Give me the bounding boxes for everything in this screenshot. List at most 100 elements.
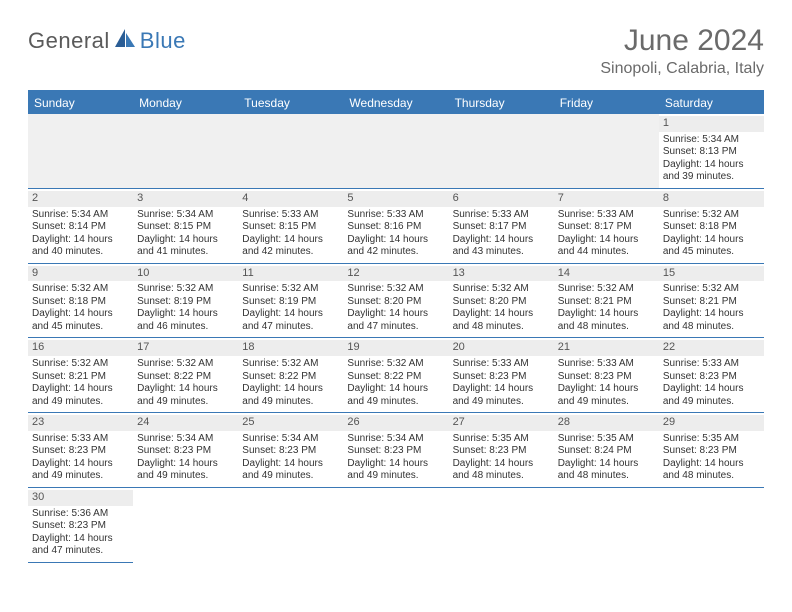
- trailing-blank-cell: [659, 488, 764, 563]
- sunrise-line: Sunrise: 5:32 AM: [242, 283, 339, 296]
- day-number: 12: [343, 266, 448, 282]
- dow-sunday: Sunday: [28, 92, 133, 114]
- sunrise-line: Sunrise: 5:35 AM: [453, 433, 550, 446]
- day-number: 4: [238, 191, 343, 207]
- day-cell: 10Sunrise: 5:32 AMSunset: 8:19 PMDayligh…: [133, 264, 238, 339]
- sunrise-line: Sunrise: 5:32 AM: [453, 283, 550, 296]
- sunrise-line: Sunrise: 5:34 AM: [242, 433, 339, 446]
- sunrise-line: Sunrise: 5:32 AM: [32, 358, 129, 371]
- sunrise-line: Sunrise: 5:36 AM: [32, 508, 129, 521]
- sunrise-line: Sunrise: 5:32 AM: [32, 283, 129, 296]
- sunset-line: Sunset: 8:19 PM: [242, 296, 339, 309]
- sunrise-line: Sunrise: 5:33 AM: [663, 358, 760, 371]
- sunset-line: Sunset: 8:13 PM: [663, 146, 760, 159]
- sunset-line: Sunset: 8:23 PM: [347, 445, 444, 458]
- sunrise-line: Sunrise: 5:33 AM: [347, 209, 444, 222]
- location: Sinopoli, Calabria, Italy: [600, 60, 764, 78]
- sunset-line: Sunset: 8:15 PM: [242, 221, 339, 234]
- day-cell: 22Sunrise: 5:33 AMSunset: 8:23 PMDayligh…: [659, 338, 764, 413]
- sunrise-line: Sunrise: 5:32 AM: [137, 283, 234, 296]
- daylight-line: Daylight: 14 hours and 49 minutes.: [137, 458, 234, 483]
- calendar-grid: 1Sunrise: 5:34 AMSunset: 8:13 PMDaylight…: [28, 114, 764, 563]
- day-number: 19: [343, 340, 448, 356]
- daylight-line: Daylight: 14 hours and 48 minutes.: [663, 308, 760, 333]
- day-cell: 20Sunrise: 5:33 AMSunset: 8:23 PMDayligh…: [449, 338, 554, 413]
- sunrise-line: Sunrise: 5:35 AM: [663, 433, 760, 446]
- daylight-line: Daylight: 14 hours and 49 minutes.: [347, 383, 444, 408]
- sunrise-line: Sunrise: 5:33 AM: [32, 433, 129, 446]
- sunset-line: Sunset: 8:23 PM: [453, 445, 550, 458]
- brand-sail-icon: [114, 29, 136, 54]
- daylight-line: Daylight: 14 hours and 40 minutes.: [32, 234, 129, 259]
- sunrise-line: Sunrise: 5:32 AM: [347, 283, 444, 296]
- day-cell: 5Sunrise: 5:33 AMSunset: 8:16 PMDaylight…: [343, 189, 448, 264]
- day-cell: 16Sunrise: 5:32 AMSunset: 8:21 PMDayligh…: [28, 338, 133, 413]
- header: General Blue June 2024 Sinopoli, Calabri…: [28, 24, 764, 78]
- sunset-line: Sunset: 8:21 PM: [558, 296, 655, 309]
- trailing-blank-cell: [238, 488, 343, 563]
- day-number: 26: [343, 415, 448, 431]
- sunrise-line: Sunrise: 5:32 AM: [663, 283, 760, 296]
- sunrise-line: Sunrise: 5:33 AM: [453, 358, 550, 371]
- sunset-line: Sunset: 8:23 PM: [32, 520, 129, 533]
- day-number: 25: [238, 415, 343, 431]
- day-number: 24: [133, 415, 238, 431]
- daylight-line: Daylight: 14 hours and 49 minutes.: [242, 383, 339, 408]
- day-number: 13: [449, 266, 554, 282]
- day-cell: 9Sunrise: 5:32 AMSunset: 8:18 PMDaylight…: [28, 264, 133, 339]
- daylight-line: Daylight: 14 hours and 49 minutes.: [453, 383, 550, 408]
- daylight-line: Daylight: 14 hours and 47 minutes.: [32, 533, 129, 558]
- daylight-line: Daylight: 14 hours and 48 minutes.: [558, 308, 655, 333]
- sunset-line: Sunset: 8:23 PM: [453, 371, 550, 384]
- brand-word-2: Blue: [140, 28, 186, 54]
- sunset-line: Sunset: 8:19 PM: [137, 296, 234, 309]
- sunrise-line: Sunrise: 5:33 AM: [558, 358, 655, 371]
- title-block: June 2024 Sinopoli, Calabria, Italy: [600, 24, 764, 78]
- sunset-line: Sunset: 8:22 PM: [347, 371, 444, 384]
- sunset-line: Sunset: 8:22 PM: [137, 371, 234, 384]
- sunrise-line: Sunrise: 5:32 AM: [242, 358, 339, 371]
- daylight-line: Daylight: 14 hours and 48 minutes.: [453, 308, 550, 333]
- blank-cell: [238, 114, 343, 189]
- day-number: 11: [238, 266, 343, 282]
- day-cell: 30 Sunrise: 5:36 AMSunset: 8:23 PMDayligh…: [28, 488, 133, 563]
- daylight-line: Daylight: 14 hours and 49 minutes.: [32, 383, 129, 408]
- daylight-line: Daylight: 14 hours and 42 minutes.: [347, 234, 444, 259]
- sunrise-line: Sunrise: 5:32 AM: [558, 283, 655, 296]
- sunset-line: Sunset: 8:14 PM: [32, 221, 129, 234]
- dow-friday: Friday: [554, 92, 659, 114]
- day-number: 29: [659, 415, 764, 431]
- sunset-line: Sunset: 8:16 PM: [347, 221, 444, 234]
- day-cell: 6Sunrise: 5:33 AMSunset: 8:17 PMDaylight…: [449, 189, 554, 264]
- day-cell: 19 Sunrise: 5:32 AMSunset: 8:22 PMDayligh…: [343, 338, 448, 413]
- day-number: 28: [554, 415, 659, 431]
- dow-saturday: Saturday: [659, 92, 764, 114]
- sunset-line: Sunset: 8:18 PM: [663, 221, 760, 234]
- day-number: 7: [554, 191, 659, 207]
- trailing-blank-cell: [449, 488, 554, 563]
- day-cell: 15Sunrise: 5:32 AMSunset: 8:21 PMDayligh…: [659, 264, 764, 339]
- brand-word-1: General: [28, 28, 110, 54]
- day-number: 9: [28, 266, 133, 282]
- day-number: 14: [554, 266, 659, 282]
- day-cell: 26Sunrise: 5:34 AMSunset: 8:23 PMDayligh…: [343, 413, 448, 488]
- day-cell: 7Sunrise: 5:33 AMSunset: 8:17 PMDaylight…: [554, 189, 659, 264]
- trailing-blank-cell: [554, 488, 659, 563]
- dow-wednesday: Wednesday: [343, 92, 448, 114]
- daylight-line: Daylight: 14 hours and 49 minutes.: [32, 458, 129, 483]
- sunrise-line: Sunrise: 5:32 AM: [347, 358, 444, 371]
- daylight-line: Daylight: 14 hours and 49 minutes.: [558, 383, 655, 408]
- daylight-line: Daylight: 14 hours and 44 minutes.: [558, 234, 655, 259]
- day-cell: 11Sunrise: 5:32 AMSunset: 8:19 PMDayligh…: [238, 264, 343, 339]
- day-number: 30: [28, 490, 133, 506]
- sunset-line: Sunset: 8:17 PM: [453, 221, 550, 234]
- sunset-line: Sunset: 8:24 PM: [558, 445, 655, 458]
- blank-cell: [554, 114, 659, 189]
- day-cell: 21Sunrise: 5:33 AMSunset: 8:23 PMDayligh…: [554, 338, 659, 413]
- sunrise-line: Sunrise: 5:35 AM: [558, 433, 655, 446]
- trailing-blank-cell: [343, 488, 448, 563]
- day-cell: 29Sunrise: 5:35 AMSunset: 8:23 PMDayligh…: [659, 413, 764, 488]
- daylight-line: Daylight: 14 hours and 46 minutes.: [137, 308, 234, 333]
- sunset-line: Sunset: 8:23 PM: [242, 445, 339, 458]
- blank-cell: [343, 114, 448, 189]
